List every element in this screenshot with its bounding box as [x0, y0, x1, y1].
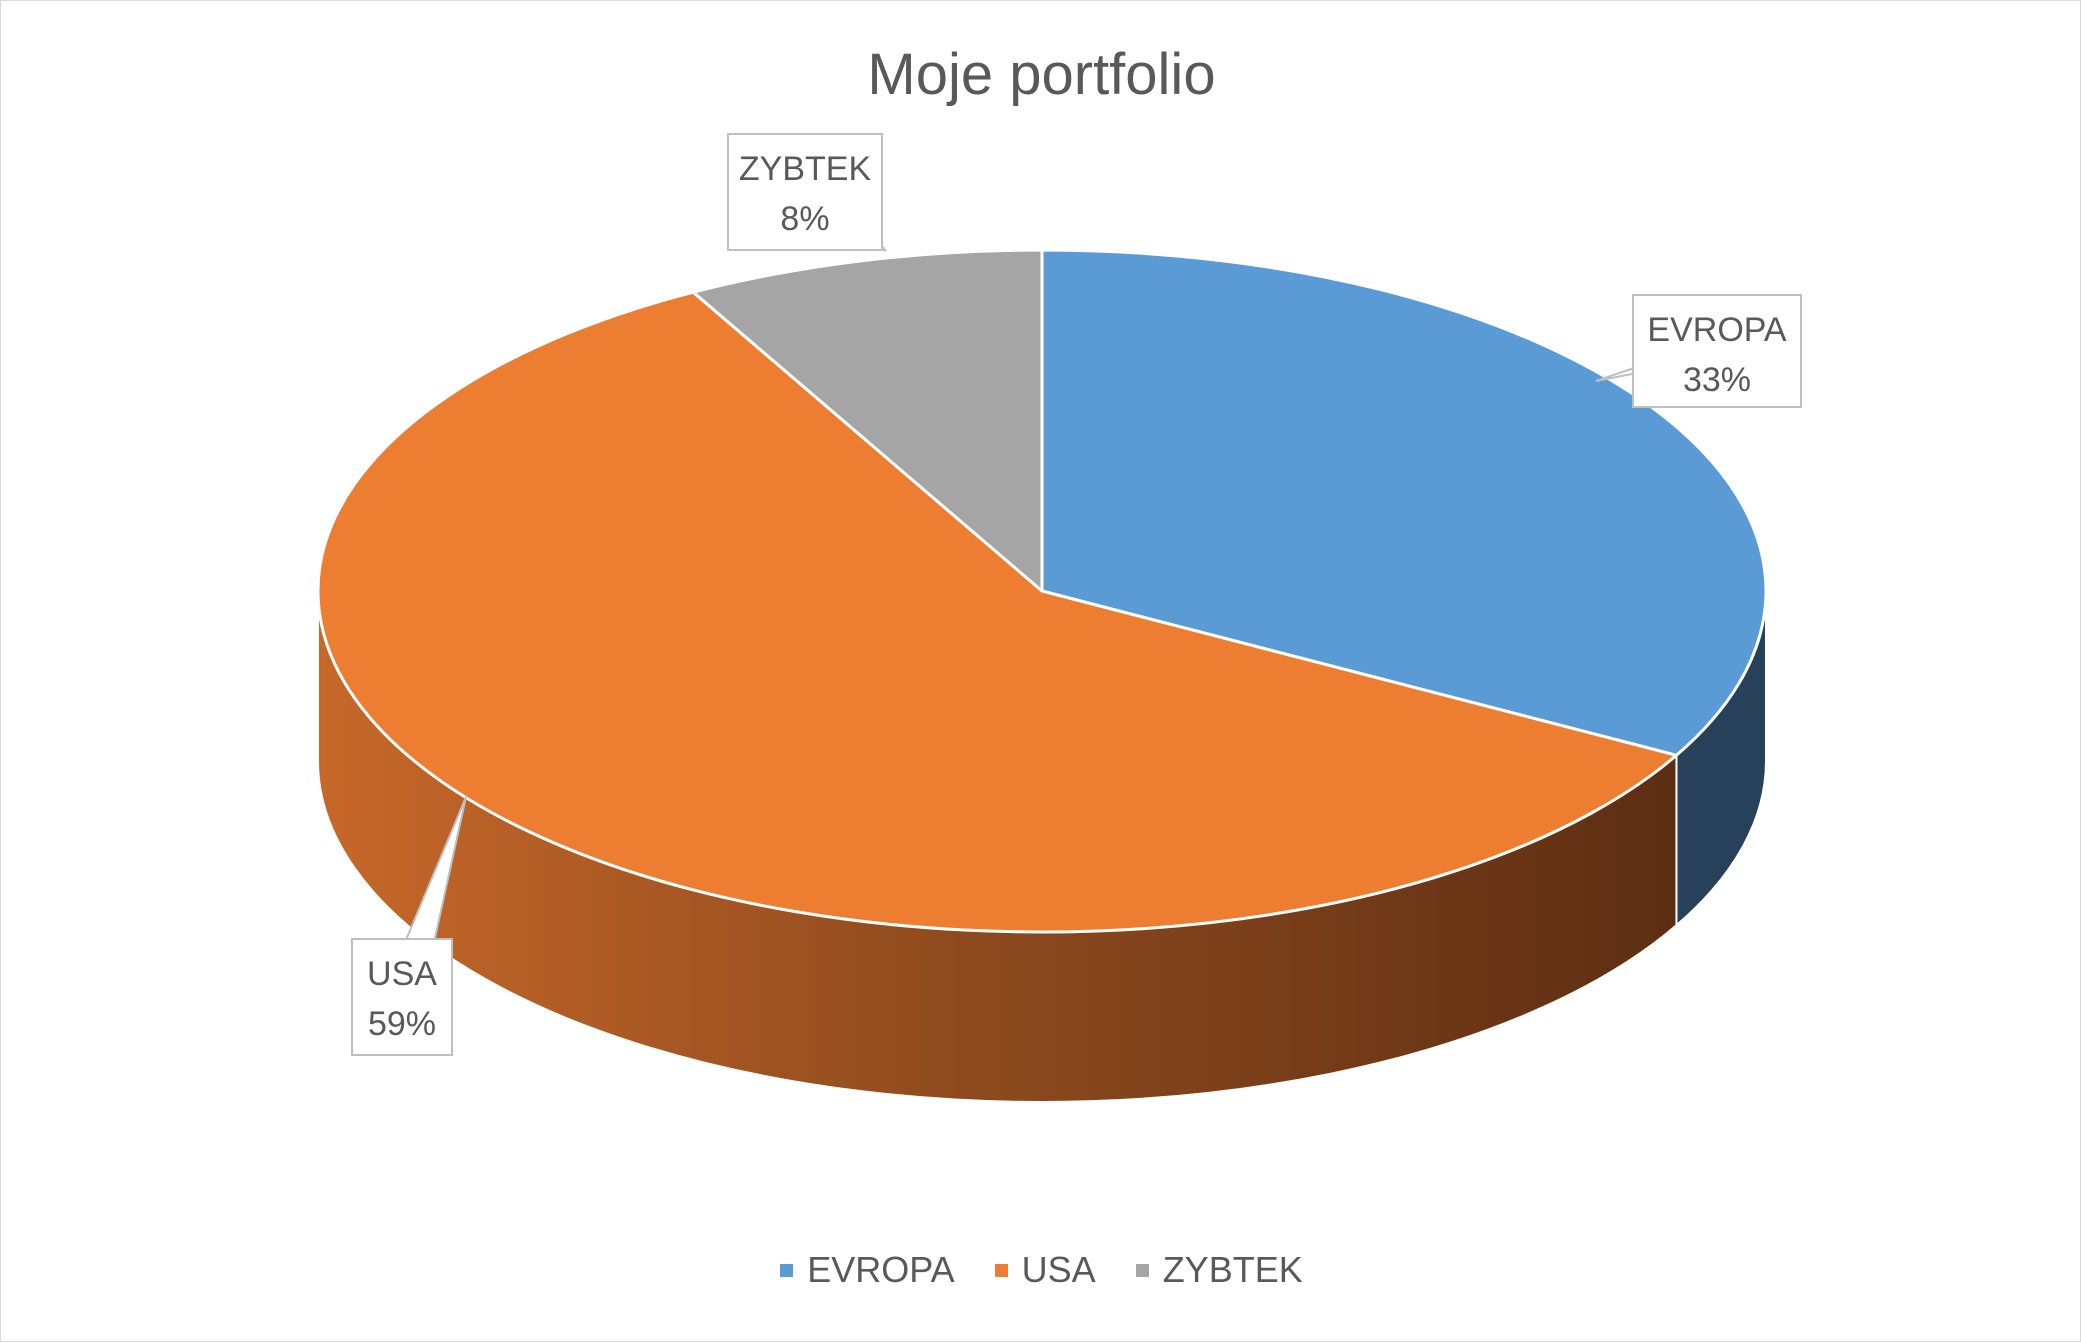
- data-label-name: EVROPA: [1647, 311, 1787, 349]
- legend-label-evropa: EVROPA: [807, 1249, 955, 1290]
- data-label-name: ZYBTEK: [739, 150, 872, 188]
- legend-swatch-usa: [994, 1263, 1008, 1277]
- legend-swatch-zybtek: [1135, 1263, 1149, 1277]
- pie-slice-usa: [316, 290, 1678, 934]
- legend: EVROPA USA ZYBTEK: [1, 1249, 2081, 1291]
- data-label-usa: USA 59%: [351, 796, 467, 1056]
- data-label-zybtek: ZYBTEK 8%: [727, 133, 887, 252]
- pie-slice-zybtek: [691, 248, 1044, 593]
- data-label-percent: 33%: [1683, 361, 1751, 399]
- legend-label-usa: USA: [1021, 1249, 1096, 1290]
- legend-label-zybtek: ZYBTEK: [1162, 1249, 1303, 1290]
- data-label-name: USA: [367, 955, 437, 993]
- data-label-evropa: EVROPA 33%: [1595, 294, 1802, 408]
- legend-item-usa: USA: [994, 1249, 1096, 1291]
- legend-item-zybtek: ZYBTEK: [1135, 1249, 1303, 1291]
- data-label-percent: 8%: [780, 200, 829, 238]
- pie-slice-evropa: [1040, 248, 1768, 757]
- legend-swatch-evropa: [780, 1263, 794, 1277]
- legend-item-evropa: EVROPA: [780, 1249, 955, 1291]
- chart-title: Moje portfolio: [867, 42, 1216, 107]
- data-label-percent: 59%: [368, 1005, 436, 1043]
